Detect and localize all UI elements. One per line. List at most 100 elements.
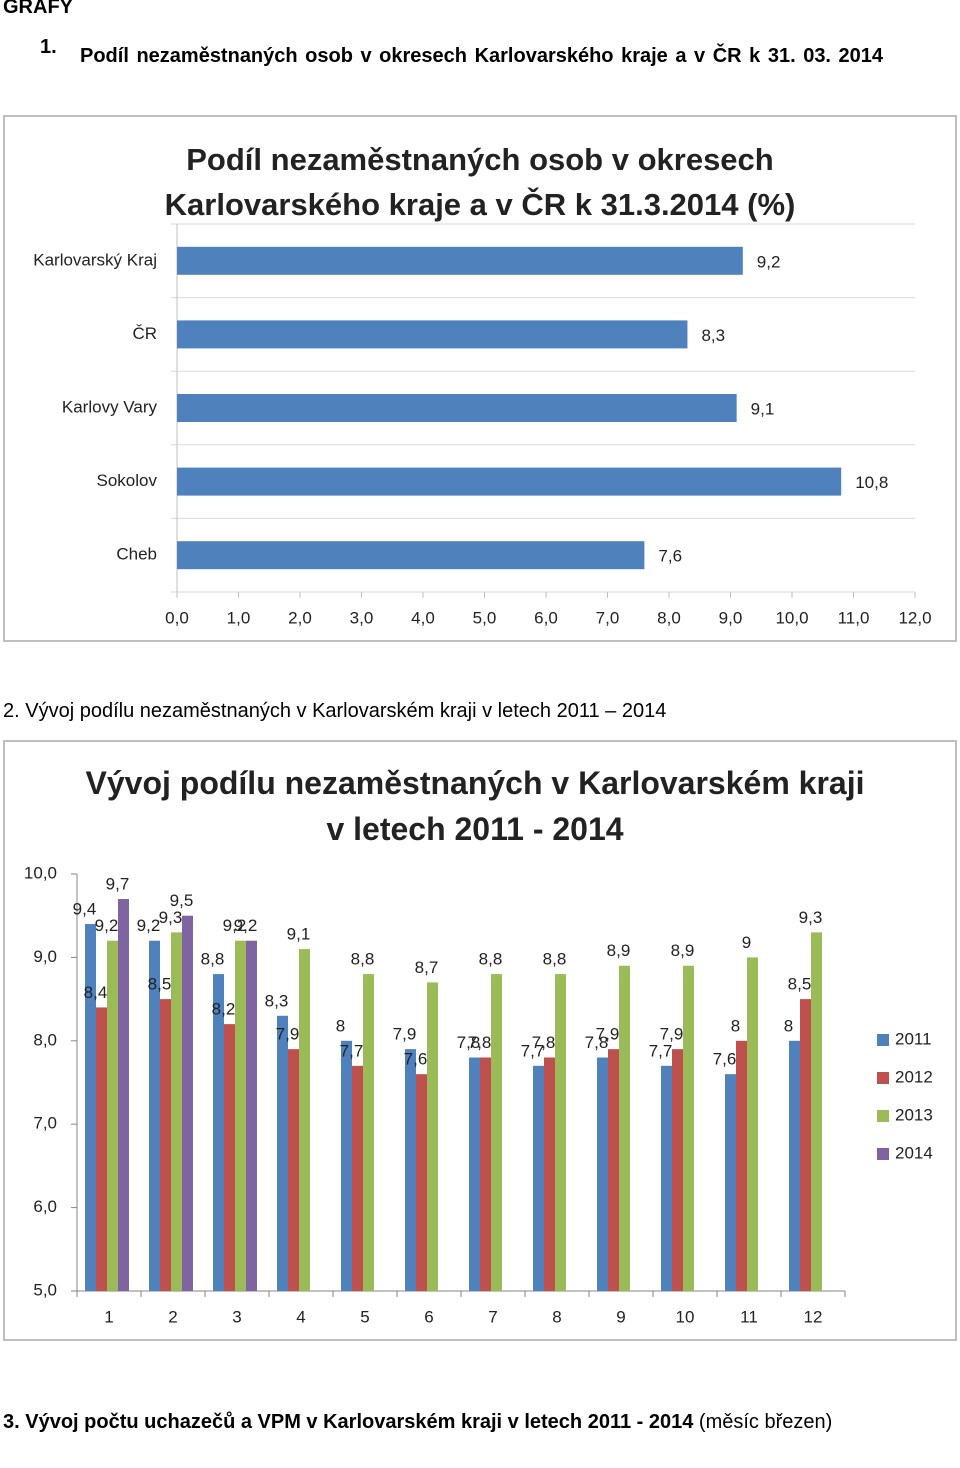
bar xyxy=(182,915,193,1291)
section-heading: 3. Vývoj počtu uchazečů a VPM v Karlovar… xyxy=(3,1402,957,1442)
value-label: 8,9 xyxy=(671,941,695,960)
bar xyxy=(118,899,129,1291)
legend-swatch xyxy=(877,1034,889,1046)
value-label: 7,9 xyxy=(393,1025,417,1044)
value-label: 8,7 xyxy=(415,958,439,977)
value-label: 9,2 xyxy=(234,916,258,935)
heading-note: (měsíc březen) xyxy=(698,1411,833,1433)
bar xyxy=(177,394,737,422)
value-label: 7,6 xyxy=(713,1050,737,1069)
value-label: 8 xyxy=(784,1016,793,1035)
bar xyxy=(491,974,502,1291)
bar xyxy=(811,932,822,1291)
bar xyxy=(299,949,310,1291)
x-tick-label: 10 xyxy=(676,1307,695,1326)
bar xyxy=(747,957,758,1291)
value-label: 9,3 xyxy=(799,908,823,927)
x-tick-label: 12,0 xyxy=(898,608,931,627)
y-tick-label: 7,0 xyxy=(33,1114,57,1133)
section-heading: Podíl nezaměstnaných osob v okresech Kar… xyxy=(80,45,884,67)
value-label: 8,8 xyxy=(351,950,375,969)
legend-swatch xyxy=(877,1110,889,1122)
bar xyxy=(544,1057,555,1291)
bar xyxy=(405,1049,416,1291)
section-heading: 2. Vývoj podílu nezaměstnaných v Karlova… xyxy=(3,700,667,722)
value-label: 7,8 xyxy=(532,1033,556,1052)
value-label: 9,2 xyxy=(137,916,161,935)
header: GRAFY xyxy=(3,0,73,18)
chart-title: Vývoj podílu nezaměstnaných v Karlovarsk… xyxy=(85,765,865,847)
value-label: 9,2 xyxy=(757,252,781,271)
x-tick-label: 7 xyxy=(488,1307,497,1326)
bar xyxy=(725,1074,736,1291)
x-tick-label: 3 xyxy=(232,1307,241,1326)
bar xyxy=(661,1065,672,1291)
value-label: 9,1 xyxy=(287,925,311,944)
section-number: 1. xyxy=(40,36,57,58)
x-tick-label: 5,0 xyxy=(473,608,497,627)
chart-frame: Podíl nezaměstnaných osob v okresech Kar… xyxy=(3,115,957,642)
bar xyxy=(177,467,842,496)
x-tick-label: 2 xyxy=(168,1307,177,1326)
bar xyxy=(608,1049,619,1291)
value-label: 9,1 xyxy=(751,399,775,418)
x-tick-label: 1 xyxy=(104,1307,113,1326)
x-tick-label: 9 xyxy=(616,1307,625,1326)
value-label: 9,5 xyxy=(170,891,194,910)
bar xyxy=(177,320,688,349)
x-tick-label: 10,0 xyxy=(775,608,808,627)
x-tick-label: 8,0 xyxy=(657,608,681,627)
value-label: 8 xyxy=(731,1016,740,1035)
value-label: 7,9 xyxy=(596,1025,620,1044)
x-tick-label: 3,0 xyxy=(350,608,374,627)
value-label: 9 xyxy=(742,933,751,952)
bar xyxy=(96,1007,107,1291)
value-label: 8,8 xyxy=(201,950,225,969)
bar xyxy=(619,965,630,1291)
value-label: 10,8 xyxy=(855,473,888,492)
chart-title: Podíl nezaměstnaných osob v okresech Kar… xyxy=(164,142,796,222)
value-label: 8,3 xyxy=(701,326,725,345)
x-tick-label: 11 xyxy=(740,1307,758,1326)
bar xyxy=(177,246,743,275)
bar xyxy=(672,1049,683,1291)
value-label: 9,2 xyxy=(223,916,247,935)
bar xyxy=(224,1024,235,1291)
value-label: 8,3 xyxy=(265,991,289,1010)
value-label: 7,9 xyxy=(660,1025,684,1044)
legend-swatch xyxy=(877,1148,889,1160)
bar xyxy=(171,932,182,1291)
x-tick-label: 0,0 xyxy=(165,608,189,627)
bar xyxy=(352,1065,363,1291)
x-tick-label: 8 xyxy=(552,1307,561,1326)
bar xyxy=(177,541,645,570)
x-tick-label: 5 xyxy=(360,1307,369,1326)
bar xyxy=(789,1040,800,1291)
bar xyxy=(85,924,96,1291)
bar xyxy=(363,974,374,1291)
chart: 5,06,07,08,09,010,01 2 3 4 5 6 7 8 9 10 11 129,49,2… xyxy=(24,863,933,1326)
heading-text: 3. Vývoj počtu uchazečů a VPM v Karlovar… xyxy=(3,1411,694,1433)
category-label: Sokolov xyxy=(97,471,158,490)
bar xyxy=(427,982,438,1291)
legend-label: 2014 xyxy=(895,1143,933,1162)
legend-label: 2011 xyxy=(895,1029,932,1048)
value-label: 7,8 xyxy=(585,1033,609,1052)
category-label: Cheb xyxy=(116,545,157,564)
category-label: Karlovy Vary xyxy=(62,397,158,416)
bar xyxy=(107,940,118,1291)
bar xyxy=(800,999,811,1291)
x-tick-label: 6 xyxy=(424,1307,433,1326)
bar xyxy=(288,1049,299,1291)
category-label: ČR xyxy=(132,324,157,343)
bar xyxy=(213,974,224,1291)
value-label: 8,4 xyxy=(84,983,108,1002)
bar xyxy=(160,999,171,1291)
bar xyxy=(469,1057,480,1291)
y-tick-label: 6,0 xyxy=(33,1197,57,1216)
bar xyxy=(235,940,246,1291)
bar xyxy=(416,1074,427,1291)
bar xyxy=(555,974,566,1291)
value-label: 8,9 xyxy=(607,941,631,960)
